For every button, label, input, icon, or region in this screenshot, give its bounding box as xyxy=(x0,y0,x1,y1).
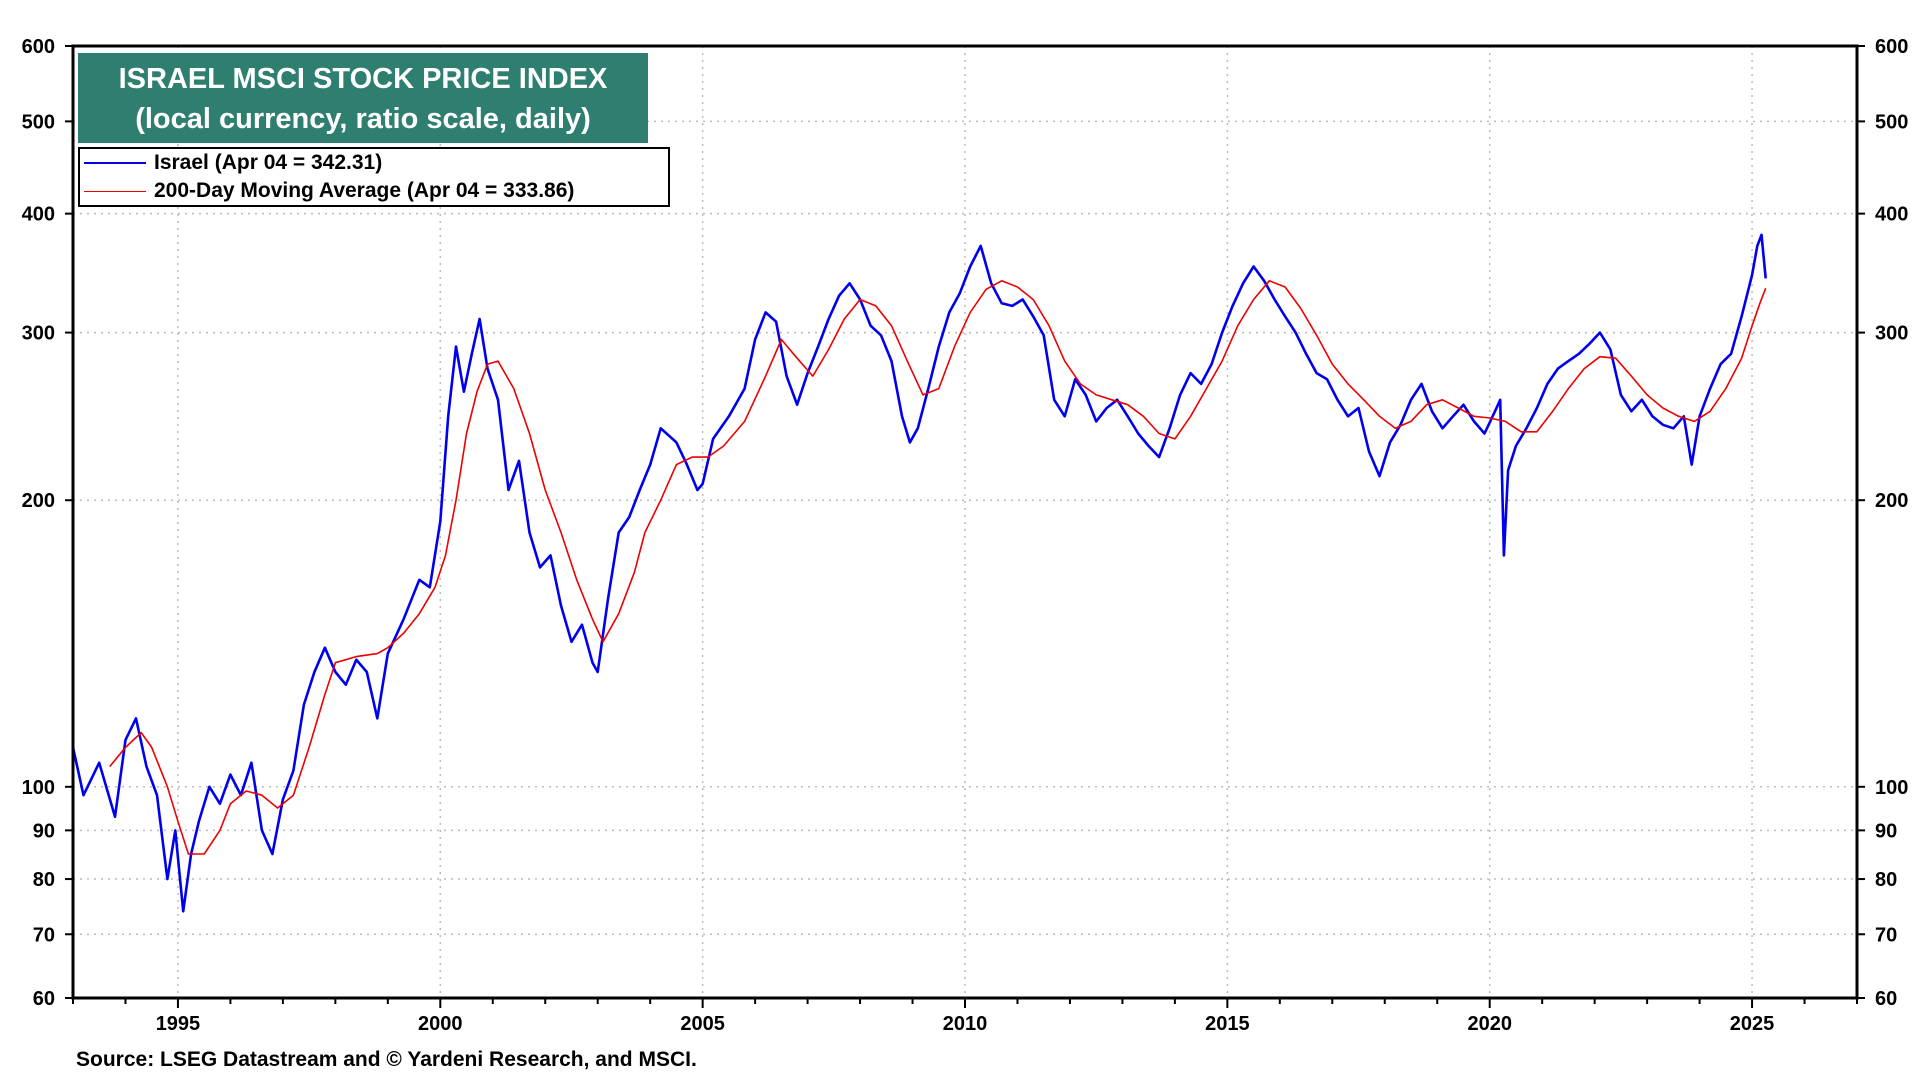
israel-series-line xyxy=(71,233,1767,913)
chart-title: ISRAEL MSCI STOCK PRICE INDEX xyxy=(118,63,608,95)
legend-label-israel: Israel (Apr 04 = 342.31) xyxy=(154,151,383,174)
y-tick-label-left: 60 xyxy=(33,988,55,1010)
y-tick-label-right: 80 xyxy=(1875,869,1897,891)
y-tick-label-right: 90 xyxy=(1875,820,1897,842)
x-tick-label: 2025 xyxy=(1730,1013,1775,1035)
moving-average-line xyxy=(109,280,1767,855)
y-tick-label-right: 300 xyxy=(1875,323,1908,345)
source-note: Source: LSEG Datastream and © Yardeni Re… xyxy=(76,1048,697,1071)
legend-label-moving-average: 200-Day Moving Average (Apr 04 = 333.86) xyxy=(154,179,575,202)
y-tick-label-left: 200 xyxy=(22,490,55,512)
y-tick-label-left: 100 xyxy=(22,777,55,799)
axis-ticks: 60 60 70 70 80 80 90 90 100 100 200 200 300 300 400 400… xyxy=(22,36,1909,1035)
x-tick-label: 2020 xyxy=(1467,1013,1512,1035)
y-tick-label-right: 500 xyxy=(1875,111,1908,133)
y-tick-label-right: 600 xyxy=(1875,36,1908,58)
y-tick-label-right: 60 xyxy=(1875,988,1897,1010)
y-tick-label-right: 100 xyxy=(1875,777,1908,799)
legend-swatch-moving-average xyxy=(84,190,146,192)
y-tick-label-left: 600 xyxy=(22,36,55,58)
y-tick-label-left: 500 xyxy=(22,111,55,133)
y-tick-label-left: 90 xyxy=(33,820,55,842)
legend-swatch-israel xyxy=(84,162,146,164)
y-tick-label-left: 300 xyxy=(22,323,55,345)
x-tick-label: 2000 xyxy=(418,1013,463,1035)
legend-item-israel: Israel (Apr 04 = 342.31) xyxy=(80,149,382,177)
legend-item-moving-average: 200-Day Moving Average (Apr 04 = 333.86) xyxy=(80,177,574,205)
x-tick-label: 2015 xyxy=(1205,1013,1250,1035)
y-tick-label-right: 70 xyxy=(1875,924,1897,946)
x-tick-label: 1995 xyxy=(156,1013,201,1035)
chart-subtitle: (local currency, ratio scale, daily) xyxy=(135,103,591,135)
x-tick-label: 2010 xyxy=(943,1013,988,1035)
y-tick-label-left: 400 xyxy=(22,204,55,226)
y-tick-label-left: 70 xyxy=(33,924,55,946)
series-lines xyxy=(71,233,1767,913)
y-tick-label-right: 400 xyxy=(1875,204,1908,226)
y-tick-label-left: 80 xyxy=(33,869,55,891)
chart-title-box: ISRAEL MSCI STOCK PRICE INDEX (local cur… xyxy=(78,53,648,143)
y-tick-label-right: 200 xyxy=(1875,490,1908,512)
legend: Israel (Apr 04 = 342.31) 200-Day Moving … xyxy=(78,147,670,207)
x-tick-label: 2005 xyxy=(680,1013,725,1035)
